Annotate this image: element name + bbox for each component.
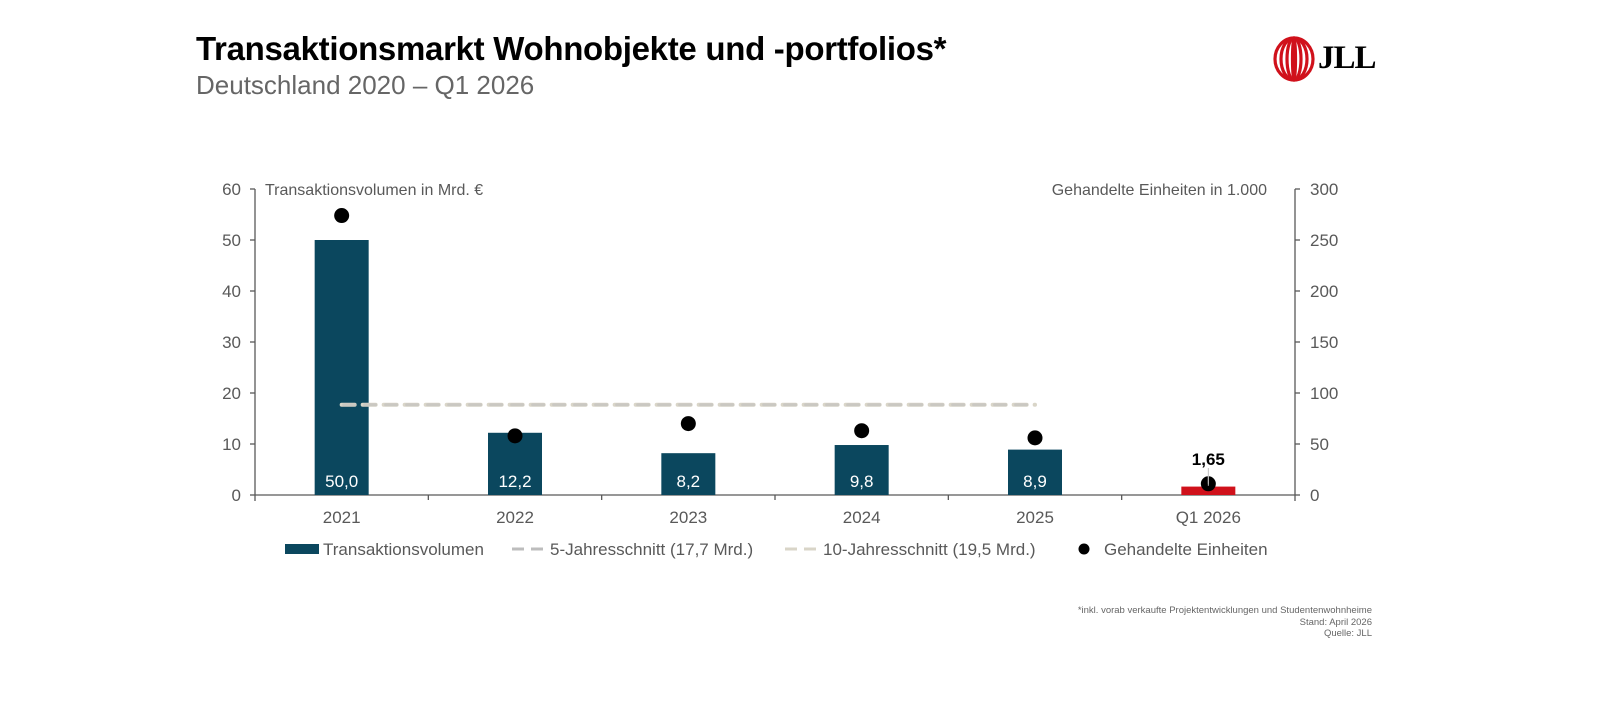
bar-value-label: 50,0	[325, 472, 358, 491]
footnote: *inkl. vorab verkaufte Projektentwicklun…	[1078, 605, 1372, 640]
left-axis-tick-label: 50	[222, 231, 241, 250]
jll-helix-logo-icon	[1273, 36, 1315, 82]
legend-item: Gehandelte Einheiten	[1078, 540, 1268, 559]
legend-item: 5-Jahresschnitt (17,7 Mrd.)	[512, 540, 753, 559]
x-axis-tick-label: 2023	[669, 508, 707, 527]
x-axis-tick-label: 2025	[1016, 508, 1054, 527]
right-axis-tick-label: 300	[1310, 180, 1338, 199]
units-dot	[334, 208, 350, 224]
logo-text: JLL	[1318, 40, 1377, 76]
labels-layer: 50,0 12,2 8,2 9,8 8,9 1,65	[325, 450, 1225, 491]
bar-2021	[314, 240, 369, 495]
jll-logo: JLL	[1272, 36, 1382, 84]
x-axis-tick-label: Q1 2026	[1176, 508, 1241, 527]
legend-item: 10-Jahresschnitt (19,5 Mrd.)	[785, 540, 1036, 559]
legend-label: Gehandelte Einheiten	[1104, 540, 1268, 559]
units-dot	[680, 416, 696, 432]
bar-value-label: 9,8	[850, 472, 874, 491]
right-axis-tick-label: 50	[1310, 435, 1329, 454]
units-dot	[507, 428, 523, 444]
right-axis-tick-label: 150	[1310, 333, 1338, 352]
right-axis-tick-label: 250	[1310, 231, 1338, 250]
footnote-line: Quelle: JLL	[1323, 628, 1372, 639]
dots-layer	[334, 208, 1216, 492]
legend-label: 10-Jahresschnitt (19,5 Mrd.)	[823, 540, 1036, 559]
footnote-line: Stand: April 2026	[1299, 616, 1372, 628]
legend-label: Transaktionsvolumen	[323, 540, 484, 559]
left-axis-tick-label: 40	[222, 282, 241, 301]
legend-bar-swatch	[285, 544, 319, 554]
units-dot	[854, 423, 870, 439]
left-axis-tick-label: 0	[232, 486, 241, 505]
right-axis-tick-label: 100	[1310, 384, 1338, 403]
bar-value-label: 8,9	[1023, 472, 1047, 491]
x-axis-tick-label: 2024	[843, 508, 881, 527]
bar-2024	[834, 445, 889, 495]
legend-dot-swatch	[1078, 543, 1090, 555]
bar-value-label: 12,2	[498, 472, 531, 491]
bar-value-label: 1,65	[1192, 450, 1225, 469]
right-axis-tick-label: 0	[1310, 486, 1319, 505]
axes: 0 10 20 30 40 50 60 Transaktionsvolumen in Mrd.…	[222, 180, 1338, 527]
bar-2025	[1008, 449, 1062, 495]
chart-title: Transaktionsmarkt Wohnobjekte und -portf…	[196, 30, 947, 67]
left-axis-tick-label: 10	[222, 435, 241, 454]
left-axis-title: Transaktionsvolumen in Mrd. €	[265, 182, 483, 199]
right-axis-title: Gehandelte Einheiten in 1.000	[1052, 182, 1267, 199]
left-axis-tick-label: 30	[222, 333, 241, 352]
legend-label: 5-Jahresschnitt (17,7 Mrd.)	[550, 540, 753, 559]
chart-subtitle: Deutschland 2020 – Q1 2026	[196, 70, 535, 100]
left-axis-tick-label: 60	[222, 180, 241, 199]
units-dot	[1027, 430, 1043, 446]
bar-value-label: 8,2	[677, 472, 701, 491]
bar-2023	[661, 453, 716, 495]
bars-layer	[314, 240, 1236, 495]
x-axis-tick-label: 2021	[323, 508, 361, 527]
x-axis-tick-label: 2022	[496, 508, 534, 527]
left-axis-tick-label: 20	[222, 384, 241, 403]
legend-item: Transaktionsvolumen	[285, 540, 484, 559]
right-axis-tick-label: 200	[1310, 282, 1338, 301]
footnote-line: *inkl. vorab verkaufte Projektentwicklun…	[1077, 605, 1372, 616]
legend: Transaktionsvolumen 5-Jahresschnitt (17,7…	[285, 540, 1268, 559]
